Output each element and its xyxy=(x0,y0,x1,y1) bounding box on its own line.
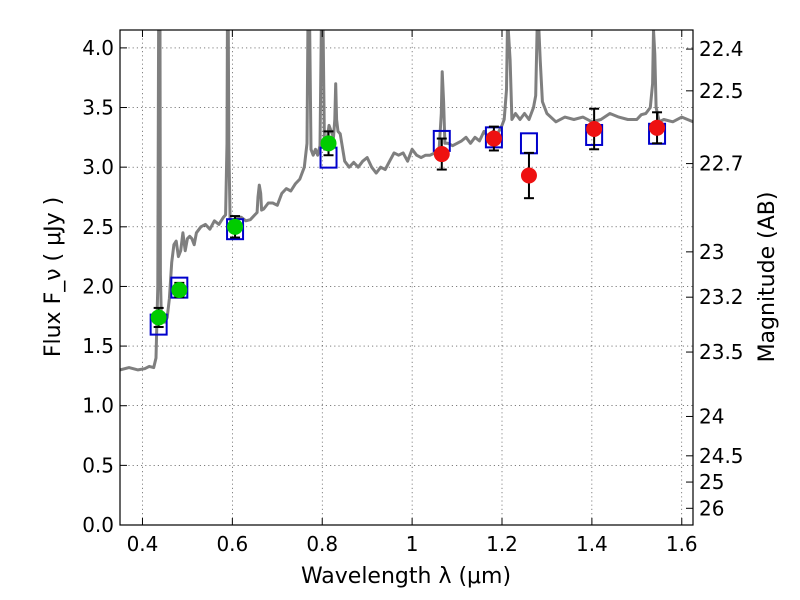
x-axis-label: Wavelength λ (μm) xyxy=(301,564,511,589)
spectrum-line xyxy=(120,30,693,372)
right-tick-label: 23.5 xyxy=(699,340,744,364)
y-tick-label: 1.0 xyxy=(82,394,114,418)
observed-marker xyxy=(649,119,666,136)
observed-marker xyxy=(171,282,188,299)
observed-marker xyxy=(485,130,502,147)
observed-marker xyxy=(520,167,537,184)
observed-marker xyxy=(586,121,603,137)
y-tick-label: 0.0 xyxy=(82,513,114,537)
x-tick-label: 1.6 xyxy=(666,532,698,556)
y-tick-label: 3.5 xyxy=(82,96,114,120)
y-axis-label: Flux F_ν ( μJy ) xyxy=(41,197,66,357)
right-tick-label: 24.5 xyxy=(699,444,744,468)
observed-marker xyxy=(150,309,167,326)
right-tick-label: 24 xyxy=(699,404,724,428)
ticks: 0.4 0.6 0.8 1 1.2 1.4 1.6 0.0 0.5 1.0 1.5 2.0 2.5 3.0… xyxy=(82,30,744,556)
right-tick-label: 23.2 xyxy=(699,285,744,309)
x-tick-label: 1.2 xyxy=(486,532,518,556)
y-tick-label: 2.5 xyxy=(82,215,114,239)
right-tick-label: 26 xyxy=(699,496,724,520)
plot-background xyxy=(120,30,693,525)
right-axis-label: Magnitude (AB) xyxy=(755,192,780,363)
y-tick-label: 4.0 xyxy=(82,36,114,60)
y-tick-label: 0.5 xyxy=(82,453,114,477)
plot-frame xyxy=(119,29,694,526)
right-tick-label: 22.5 xyxy=(699,79,744,103)
observed-marker xyxy=(433,146,450,163)
x-tick-label: 0.6 xyxy=(216,532,248,556)
y-tick-label: 2.0 xyxy=(82,274,114,298)
observed-marker xyxy=(320,135,337,152)
data-layer xyxy=(120,30,693,372)
observed-marker xyxy=(227,218,244,235)
x-tick-label: 0.4 xyxy=(127,532,159,556)
right-tick-label: 22.7 xyxy=(699,152,744,176)
y-tick-label: 1.5 xyxy=(82,334,114,358)
right-tick-label: 23 xyxy=(699,240,724,264)
right-tick-label: 22.4 xyxy=(699,37,744,61)
x-tick-label: 1.4 xyxy=(576,532,608,556)
x-tick-label: 1 xyxy=(406,532,419,556)
right-tick-label: 25 xyxy=(699,470,724,494)
x-tick-label: 0.8 xyxy=(306,532,338,556)
y-tick-label: 3.0 xyxy=(82,155,114,179)
